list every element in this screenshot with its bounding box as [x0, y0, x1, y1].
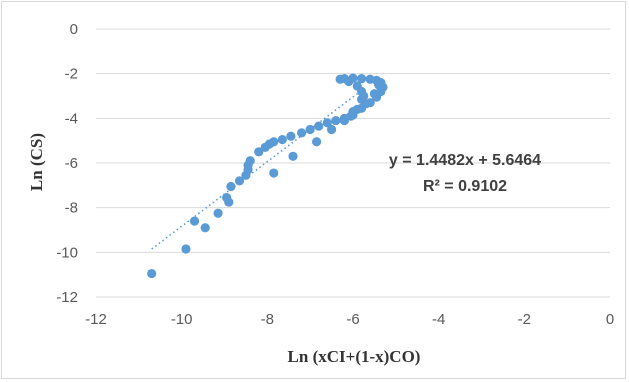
y-tick-label: -12 — [56, 289, 78, 306]
data-point — [181, 244, 191, 254]
x-tick-label: -4 — [432, 311, 445, 328]
data-point — [147, 268, 157, 279]
x-tick-label: -10 — [171, 311, 193, 328]
data-points — [147, 73, 388, 279]
y-tick-label: -6 — [65, 155, 78, 172]
trendline-equation: y = 1.4482x + 5.6464 — [389, 152, 541, 169]
x-tick-label: -2 — [518, 311, 531, 328]
data-point — [356, 73, 367, 84]
data-point — [286, 131, 296, 141]
y-tick-label: -2 — [65, 66, 78, 83]
x-tick-label: -8 — [261, 311, 274, 328]
x-tick-label: 0 — [606, 311, 614, 328]
x-tick-label: -6 — [346, 311, 359, 328]
data-point — [331, 115, 341, 126]
r-squared-label: R² = 0.9102 — [423, 178, 507, 195]
data-point — [311, 137, 322, 147]
data-point — [277, 134, 287, 145]
gridlines — [96, 28, 610, 298]
data-point — [213, 208, 223, 218]
data-point — [314, 121, 324, 131]
y-tick-label: -10 — [56, 244, 78, 261]
data-point — [234, 176, 245, 186]
data-point — [365, 74, 375, 84]
data-point — [200, 223, 210, 233]
data-point — [226, 181, 236, 192]
data-point — [297, 128, 307, 138]
y-tick-label: 0 — [70, 21, 78, 38]
data-point — [344, 76, 354, 87]
y-tick-label: -8 — [65, 200, 78, 217]
y-axis-title: Ln (CS) — [27, 133, 46, 191]
data-point — [254, 147, 264, 157]
data-point — [374, 80, 384, 90]
data-point — [189, 216, 200, 226]
data-point — [361, 99, 371, 109]
data-point — [305, 124, 315, 135]
data-point — [224, 197, 234, 207]
data-point — [335, 74, 345, 84]
data-point — [352, 104, 362, 114]
data-point — [346, 111, 356, 121]
y-tick-labels: 0 -2 -4 -6 -8 -10 -12 — [56, 21, 78, 306]
data-point — [245, 156, 255, 166]
data-point — [269, 137, 279, 147]
trendline — [151, 93, 358, 250]
data-point — [369, 89, 380, 99]
data-point — [326, 124, 337, 135]
x-axis-title: Ln (xCI+(1-x)CO) — [288, 347, 421, 366]
data-point — [322, 118, 332, 128]
x-tick-label: -12 — [85, 311, 107, 328]
x-tick-labels: -12 -10 -8 -6 -4 -2 0 — [85, 311, 614, 328]
y-tick-label: -4 — [65, 110, 78, 127]
data-point — [288, 151, 298, 161]
data-point — [269, 168, 279, 178]
data-point — [339, 115, 350, 126]
